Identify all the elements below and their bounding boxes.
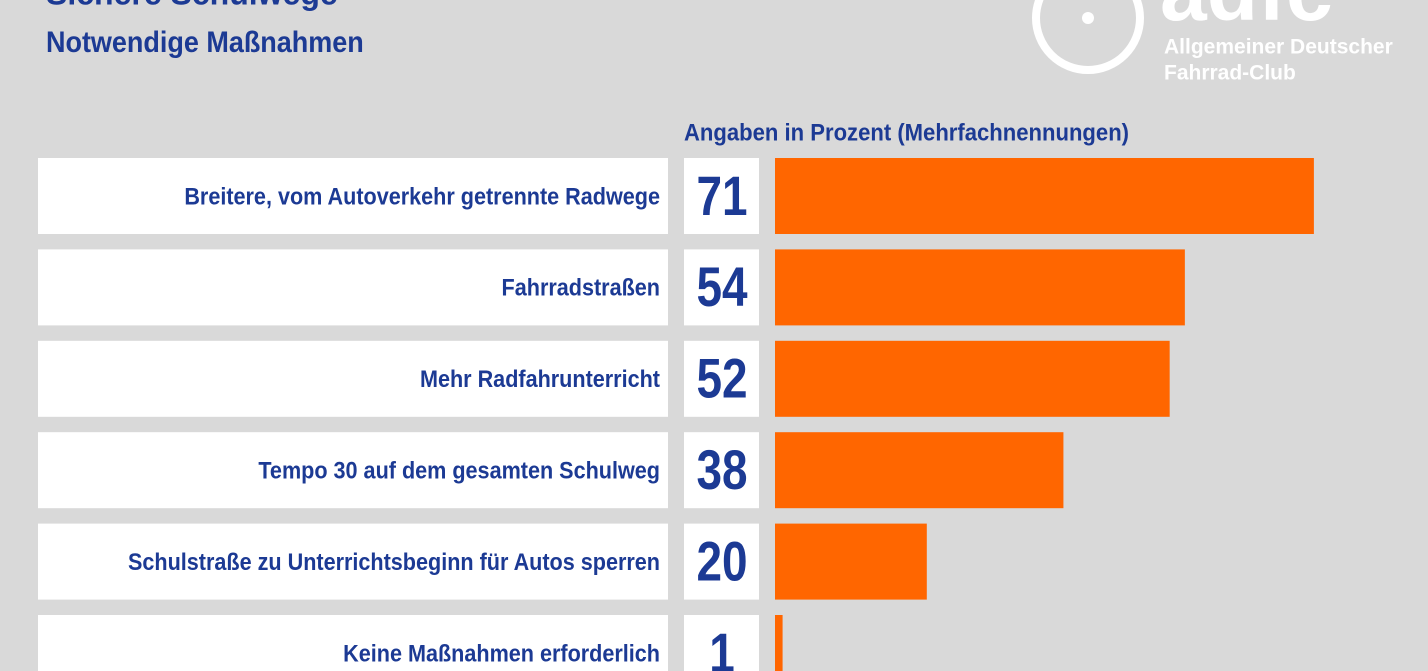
value-box — [684, 432, 759, 509]
value-label: 38 — [696, 439, 747, 501]
logo-name: adfc — [1160, 0, 1333, 38]
value-box — [684, 249, 759, 326]
category-label: Fahrradstraßen — [502, 274, 660, 301]
value-label: 1 — [709, 621, 735, 671]
category-label: Keine Maßnahmen erforderlich — [343, 639, 660, 666]
category-label: Tempo 30 auf dem gesamten Schulweg — [258, 456, 660, 483]
bar — [775, 432, 1064, 509]
label-box — [38, 615, 668, 671]
label-box — [38, 432, 668, 509]
category-label: Breitere, vom Autoverkehr getrennte Radw… — [184, 182, 660, 209]
value-label: 20 — [696, 530, 747, 592]
logo-dot — [1082, 12, 1094, 24]
logo-line: Fahrrad-Club — [1164, 62, 1296, 85]
value-label: 54 — [696, 256, 748, 318]
bar — [775, 158, 1314, 234]
label-box — [38, 523, 668, 600]
chart-subtitle: Notwendige Maßnahmen — [46, 26, 364, 60]
value-box — [684, 158, 759, 234]
logo-ring — [1032, 0, 1144, 74]
logo-line: Allgemeiner Deutscher — [1164, 36, 1393, 59]
bar — [775, 340, 1170, 417]
chart-title: Sichere Schulwege — [46, 0, 338, 11]
value-box — [684, 340, 759, 417]
note: Angaben in Prozent (Mehrfachnennungen) — [684, 118, 1129, 145]
label-box — [38, 158, 668, 234]
bar — [775, 249, 1185, 326]
category-label: Mehr Radfahrunterricht — [420, 365, 660, 392]
value-label: 71 — [696, 164, 747, 226]
bar — [775, 615, 783, 671]
category-label: Schulstraße zu Unterrichtsbeginn für Aut… — [128, 548, 660, 575]
value-box — [684, 523, 759, 600]
value-box — [684, 615, 759, 671]
label-box — [38, 340, 668, 417]
value-label: 52 — [696, 347, 747, 409]
label-box — [38, 249, 668, 326]
bar — [775, 523, 927, 600]
